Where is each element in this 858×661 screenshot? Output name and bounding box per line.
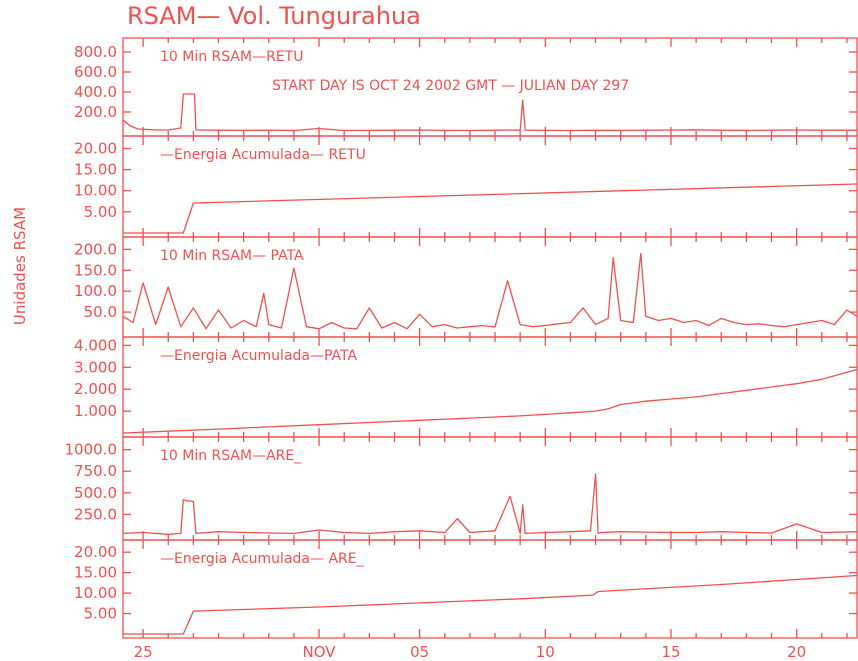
panel-label: —Energia Acumulada— ARE_ (160, 551, 365, 567)
panel-pata-energy: —Energia Acumulada—PATA 1.000 2.000 3.000 4.… (74, 336, 858, 438)
y-tick-label: 15.00 (74, 564, 117, 582)
y-tick-label: 4.000 (74, 336, 117, 354)
y-tick-label: 400.0 (74, 83, 117, 101)
y-tick-label: 200.0 (74, 240, 117, 258)
series-line-pata-energy (122, 368, 858, 434)
panel-label: —Energia Acumulada—PATA (160, 348, 357, 364)
panel-are-energy: —Energia Acumulada— ARE_ 5.00 10.00 15.00 20… (74, 539, 858, 639)
x-axis: 25 NOV 05 10 15 20 (134, 643, 807, 661)
y-tick-label: 200.0 (74, 103, 117, 121)
y-tick-label: 100.0 (74, 282, 117, 300)
panel-retu-rsam: 10 Min RSAM—RETU 200.0 400.0 600.0 800.0 (74, 37, 858, 137)
panel-label: —Energia Acumulada— RETU (160, 147, 366, 163)
panel-pata-rsam: 10 Min RSAM— PATA 50.0 100.0 150.0 200.0 (74, 236, 858, 338)
x-tick-label: 25 (134, 643, 153, 661)
panel-retu-energy: —Energia Acumulada— RETU 5.00 10.00 15.00 20… (74, 135, 858, 238)
panel-label: 10 Min RSAM— PATA (160, 248, 304, 264)
series-line-retu-energy (123, 183, 858, 234)
y-tick-label: 600.0 (74, 63, 117, 81)
y-tick-label: 20.00 (74, 139, 117, 157)
series-line-pata-rsam (122, 252, 858, 330)
y-tick-label: 1.000 (74, 402, 117, 420)
y-tick-label: 500.0 (74, 484, 117, 502)
y-tick-label: 5.00 (84, 203, 117, 221)
series-line-are-rsam (122, 473, 858, 535)
y-tick-label: 800.0 (74, 43, 117, 61)
y-tick-label: 20.00 (74, 543, 117, 561)
y-axis-label: Unidades RSAM (11, 207, 29, 325)
panel-label: 10 Min RSAM—ARE_ (160, 448, 302, 464)
series-line-retu-rsam (122, 93, 857, 132)
chart-title: RSAM— Vol. Tungurahua (127, 2, 421, 30)
panel-are-rsam: 10 Min RSAM—ARE_ 250.0 500.0 750.0 1000.0 (65, 436, 858, 541)
x-tick-label: 05 (410, 643, 429, 661)
x-tick-label: 20 (787, 643, 806, 661)
y-tick-label: 250.0 (74, 505, 117, 523)
y-tick-label: 2.000 (74, 380, 117, 398)
start-day-annotation: START DAY IS OCT 24 2002 GMT — JULIAN DA… (272, 78, 629, 94)
y-tick-label: 1000.0 (65, 441, 118, 459)
y-tick-label: 15.00 (74, 161, 117, 179)
y-tick-label: 10.00 (74, 584, 117, 602)
y-tick-label: 10.00 (74, 182, 117, 200)
y-tick-label: 50.0 (84, 303, 117, 321)
panel-frame (122, 539, 858, 639)
series-line-are-energy (123, 574, 858, 635)
x-tick-label: 10 (536, 643, 555, 661)
panel-label: 10 Min RSAM—RETU (160, 49, 303, 65)
y-tick-label: 750.0 (74, 462, 117, 480)
panels: 10 Min RSAM—RETU 200.0 400.0 600.0 800.0 —Ene… (65, 37, 858, 639)
y-tick-label: 3.000 (74, 358, 117, 376)
y-tick-label: 150.0 (74, 261, 117, 279)
x-tick-label: 15 (661, 643, 680, 661)
x-tick-label: NOV (303, 643, 337, 661)
y-tick-label: 5.00 (84, 605, 117, 623)
